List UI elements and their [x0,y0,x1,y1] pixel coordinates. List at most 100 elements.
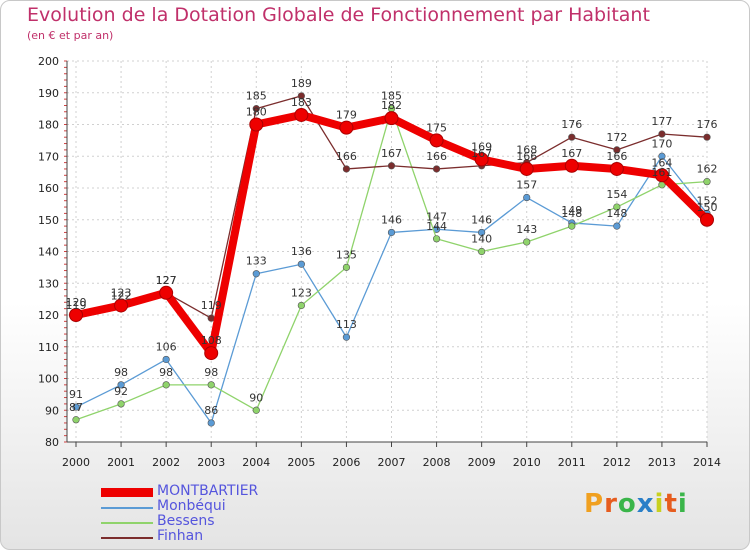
data-label: 154 [606,188,627,201]
data-point [207,314,215,322]
y-tick-label: 140 [38,246,59,259]
data-label: 106 [156,340,177,353]
data-label: 189 [291,77,312,90]
y-tick-label: 110 [38,341,59,354]
data-point [159,285,174,300]
data-point [297,301,305,310]
data-label: 113 [336,318,357,331]
data-label: 167 [471,147,492,160]
data-point [703,133,711,141]
data-label: 170 [651,137,672,150]
data-label: 150 [697,201,718,214]
data-label: 119 [201,299,222,312]
data-point [613,146,621,154]
data-label: 176 [697,118,718,131]
legend-swatch [101,488,153,497]
x-tick-label: 2013 [648,456,676,469]
data-label: 182 [381,99,402,112]
y-tick-label: 180 [38,119,59,132]
y-tick-label: 120 [38,309,59,322]
data-label: 147 [426,210,447,223]
data-label: 177 [651,115,672,128]
data-point [114,298,129,313]
data-point [252,270,260,278]
chart-subtitle: (en € et par an) [27,29,114,42]
data-label: 144 [426,220,447,233]
data-label: 157 [516,179,537,192]
data-point [204,346,219,361]
data-point [523,238,531,246]
logo-letter: i [677,489,688,519]
data-point [207,419,215,427]
data-point [432,235,441,243]
data-point [658,152,666,160]
data-label: 172 [606,131,627,144]
x-tick-label: 2008 [423,456,451,469]
x-tick-label: 2001 [107,456,135,469]
legend-label: MONTBARTIER [157,483,259,499]
logo-letter: x [636,489,655,519]
data-label: 176 [561,118,582,131]
data-point [387,162,396,170]
x-tick-label: 2009 [468,456,496,469]
data-point [523,193,531,202]
data-label: 133 [246,255,267,268]
data-point [613,222,621,230]
y-tick-label: 90 [45,404,59,417]
logo-letter: t [664,489,678,519]
data-label: 167 [381,147,402,160]
data-point [519,161,534,176]
data-point [700,212,714,227]
logo-letter: P [584,489,605,519]
data-point [609,161,624,176]
proxiti-logo: Proxiti [584,489,688,519]
data-point [478,247,486,256]
data-label: 90 [249,391,263,404]
data-point [478,228,486,237]
legend-label: Bessens [157,513,215,529]
data-label: 161 [651,166,672,179]
y-tick-label: 80 [45,436,59,449]
legend-swatch [101,521,153,524]
y-tick-label: 190 [38,87,59,100]
data-point [294,107,309,122]
x-tick-label: 2014 [693,456,721,469]
x-tick-label: 2012 [603,456,631,469]
data-point [342,263,351,271]
x-tick-label: 2003 [197,456,225,469]
data-label: 123 [111,286,132,299]
y-tick-label: 150 [38,214,59,227]
data-label: 166 [516,150,537,163]
data-label: 148 [561,207,582,220]
data-label: 152 [697,194,718,207]
data-point [568,222,576,230]
data-label: 166 [606,150,627,163]
data-label: 91 [69,388,83,401]
data-label: 148 [606,207,627,220]
y-tick-label: 100 [38,373,59,386]
data-label: 122 [111,290,132,303]
data-point [297,260,305,268]
data-label: 119 [66,299,87,312]
data-label: 135 [336,248,357,261]
data-point [474,152,489,167]
data-label: 127 [156,274,177,287]
data-label: 108 [201,334,222,347]
data-label: 143 [516,223,537,236]
data-point [249,117,264,132]
x-tick-label: 2002 [152,456,180,469]
y-tick-label: 130 [38,277,59,290]
data-point [297,92,305,100]
chart-title: Evolution de la Dotation Globale de Fonc… [27,4,650,26]
data-point [564,158,579,173]
data-point [207,381,215,389]
data-label: 149 [561,204,582,217]
data-point [613,203,621,211]
data-point [117,400,125,408]
x-tick-label: 2007 [378,456,406,469]
data-label: 183 [291,96,312,109]
x-tick-label: 2004 [242,456,270,469]
logo-letter: i [654,489,665,519]
